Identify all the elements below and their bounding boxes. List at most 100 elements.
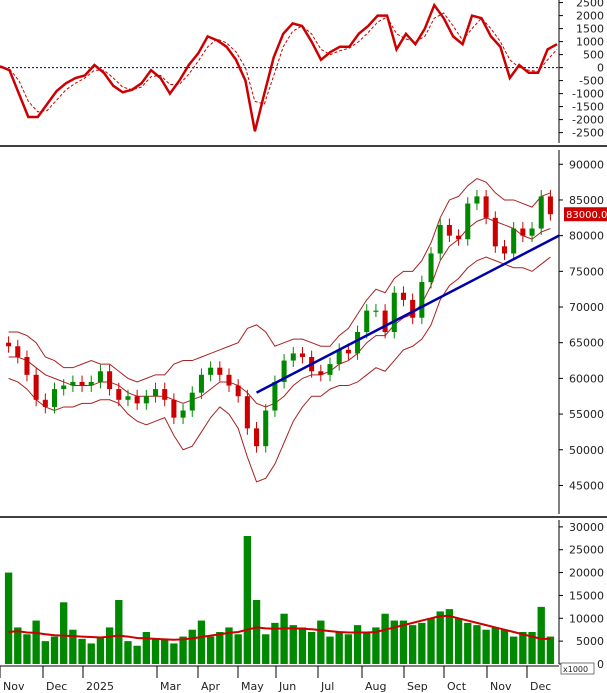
x-tick-label: Dec [530, 680, 551, 693]
candle-body [254, 428, 260, 447]
unit-label: x1000 [563, 665, 588, 674]
candle [97, 364, 103, 389]
oscillator-panel: 25002000150010005000-500-1000-1500-2000-… [0, 0, 607, 147]
x-tick-label: Jun [278, 680, 296, 693]
candle [70, 375, 76, 392]
volume-bar [96, 636, 105, 664]
vol-tick-label: 0 [597, 658, 604, 671]
candle-body [474, 196, 480, 204]
candle [474, 189, 480, 210]
volume-bar [225, 627, 233, 664]
volume-bar [105, 627, 114, 664]
candle-body [428, 253, 434, 283]
volume-bar [280, 613, 288, 664]
candle-body [235, 385, 241, 397]
candle [501, 239, 508, 260]
volume-bar [372, 627, 380, 664]
volume-bar [262, 634, 270, 664]
volume-bar [271, 622, 279, 664]
candle [483, 189, 489, 225]
volume-bar [41, 641, 49, 664]
price-tick-label: 60000 [569, 372, 604, 385]
volume-bar [427, 618, 435, 664]
volume-bar [307, 632, 316, 664]
candle-body [263, 410, 269, 447]
candle-body [437, 224, 443, 254]
vol-tick-label: 30000 [569, 521, 604, 534]
candle-body [198, 374, 204, 393]
x-tick-label: 2025 [86, 680, 114, 693]
volume-bar [4, 572, 13, 664]
candle [42, 393, 48, 414]
x-tick-label: May [241, 680, 264, 693]
volume-bar [408, 625, 417, 664]
candle [162, 382, 168, 407]
x-tick-label: Nov [490, 680, 512, 693]
candle-body [61, 385, 67, 390]
price-tick-label: 70000 [569, 301, 604, 314]
x-tick-label: Mar [160, 680, 181, 693]
x-tick-label: Oct [447, 680, 467, 693]
candle [79, 375, 85, 392]
volume-bar [133, 645, 141, 664]
candle-body [419, 282, 425, 318]
candle [419, 275, 425, 325]
candle-body [162, 389, 168, 400]
volume-bar [528, 632, 536, 664]
volume-bar [519, 632, 527, 664]
volume-bar [399, 620, 408, 664]
candle [364, 304, 370, 339]
candle [456, 229, 462, 246]
osc-tick-label: -1000 [572, 88, 604, 101]
candle [382, 304, 388, 339]
candle [465, 197, 471, 246]
volume-ma-line [8, 615, 551, 641]
volume-bar [50, 636, 59, 664]
volume-bar [546, 636, 555, 664]
candle [373, 304, 379, 318]
price-tick-label: 50000 [569, 444, 604, 457]
candle-body [336, 349, 342, 365]
candle [235, 379, 241, 403]
vol-tick-label: 20000 [569, 567, 604, 580]
candle [538, 189, 544, 235]
volume-bar [454, 618, 463, 664]
candle [318, 364, 324, 382]
candle-body [143, 396, 149, 404]
candle [437, 218, 443, 260]
candle [281, 354, 287, 389]
candle [125, 389, 131, 407]
candle-body [134, 396, 140, 404]
candle-body [529, 228, 535, 236]
volume-bar [326, 636, 334, 664]
volume-bar [23, 634, 31, 664]
volume-bar [482, 629, 490, 664]
candle-body [217, 367, 223, 375]
price-tick-label: 90000 [569, 158, 604, 171]
candle [299, 346, 305, 364]
oscillator-line [0, 2, 558, 132]
candle-body [208, 367, 214, 375]
candle [547, 189, 553, 221]
volume-bar [317, 620, 325, 664]
vol-tick-label: 15000 [569, 589, 604, 602]
lower-band [8, 256, 551, 483]
volume-bar [14, 627, 22, 664]
volume-bar [491, 627, 499, 664]
candle-body [88, 381, 94, 386]
candle-body [299, 353, 305, 357]
candle [88, 375, 94, 392]
volume-bar [161, 638, 169, 664]
volume-bar [243, 536, 252, 664]
volume-bar [216, 632, 224, 664]
candle [143, 389, 149, 410]
candle [134, 389, 140, 410]
volume-panel: 30000 25000 20000 15000 10000 5000 0 x1000 [4, 520, 604, 675]
candle [217, 361, 223, 382]
volume-bar [170, 643, 178, 664]
candle-body [483, 196, 489, 218]
volume-bar [298, 627, 307, 664]
candle [33, 368, 39, 407]
candle-body [364, 310, 370, 332]
